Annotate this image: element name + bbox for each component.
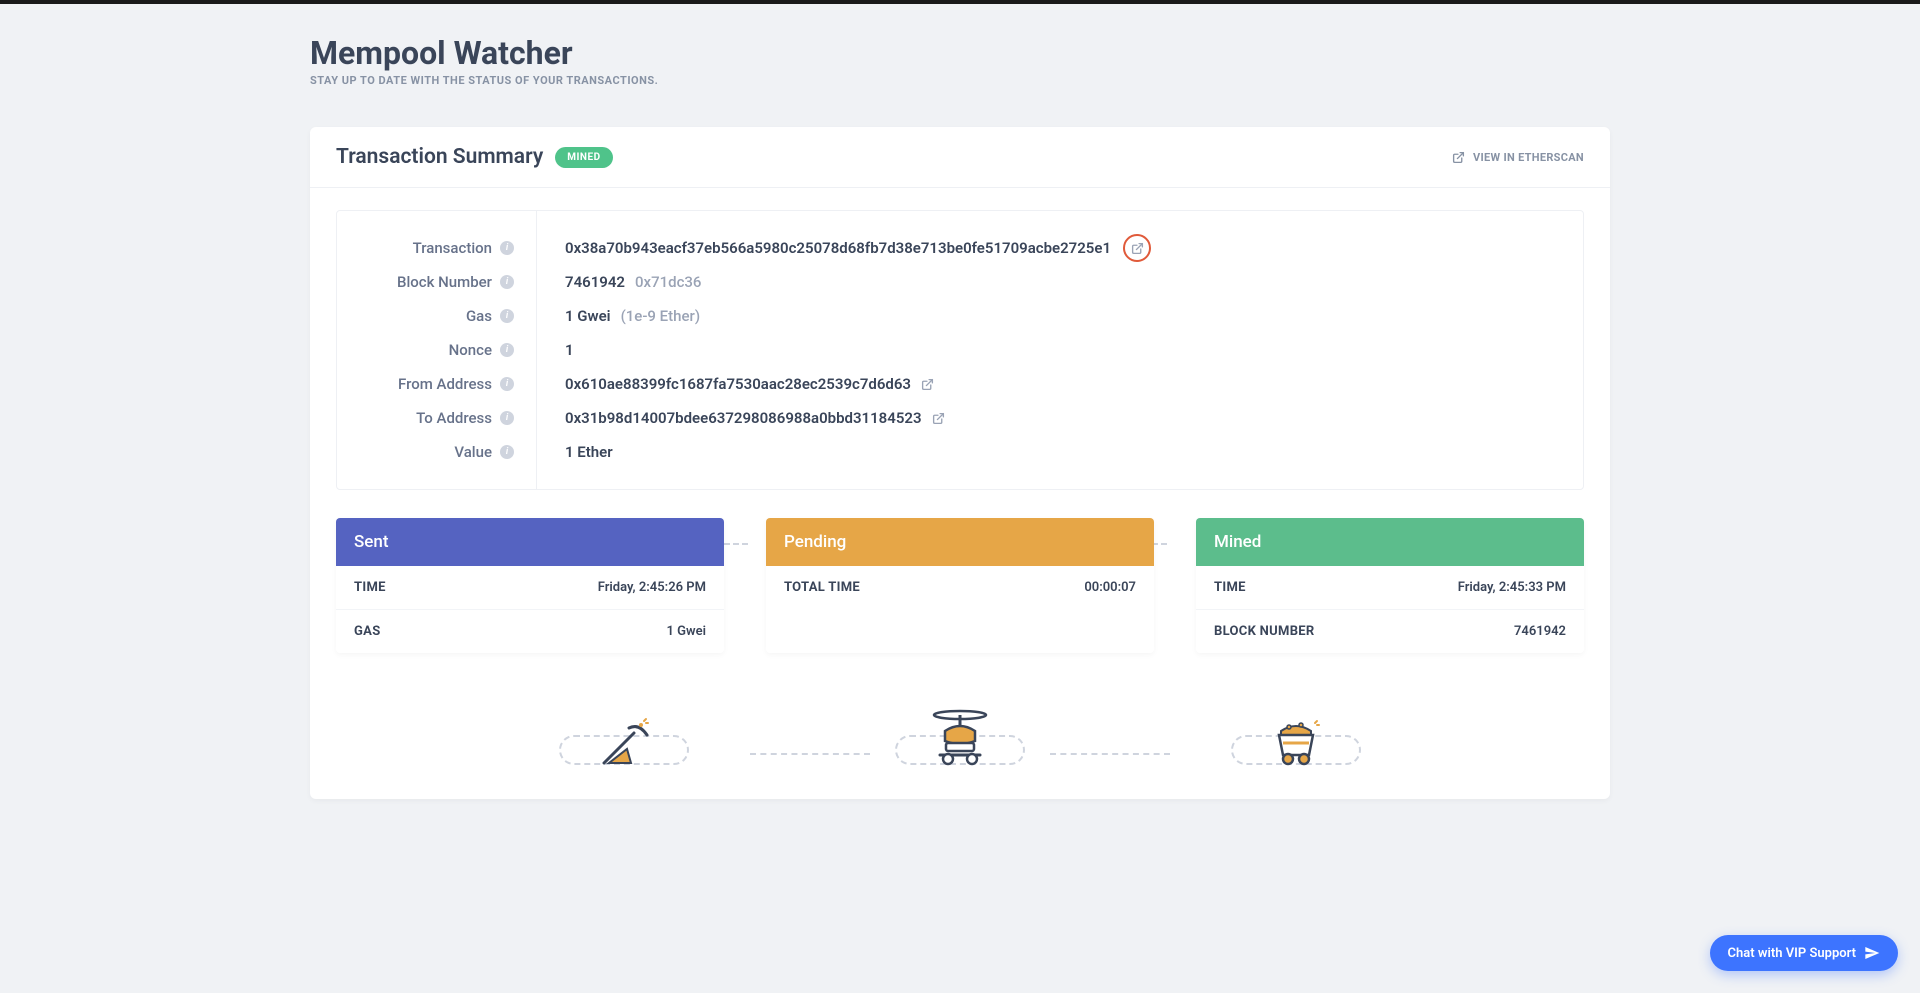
value-block-number: 7461942 0x71dc36: [565, 265, 1555, 299]
info-icon[interactable]: [500, 343, 514, 357]
detail-labels-column: Transaction Block Number Gas Nonce From …: [337, 211, 537, 489]
view-in-etherscan-link[interactable]: VIEW IN ETHERSCAN: [1452, 151, 1584, 164]
status-row: GAS 1 Gwei: [336, 609, 724, 653]
highlight-circle: [1123, 234, 1151, 262]
status-value: 1 Gwei: [667, 624, 707, 639]
status-card-pending: Pending TOTAL TIME 00:00:07: [766, 518, 1154, 653]
status-card-header: Sent: [336, 518, 724, 566]
external-link-icon[interactable]: [932, 412, 945, 425]
status-value: Friday, 2:45:26 PM: [598, 580, 706, 595]
label-gas: Gas: [359, 299, 514, 333]
status-value: Friday, 2:45:33 PM: [1458, 580, 1566, 595]
status-row: TOTAL TIME 00:00:07: [766, 566, 1154, 609]
status-card-header: Pending: [766, 518, 1154, 566]
status-value: 7461942: [1514, 624, 1566, 639]
status-card-mined: Mined TIME Friday, 2:45:33 PM BLOCK NUMB…: [1196, 518, 1584, 653]
value-from-address: 0x610ae88399fc1687fa7530aac28ec2539c7d6d…: [565, 367, 1555, 401]
status-key: TIME: [354, 580, 386, 595]
page-title: Mempool Watcher: [310, 34, 1610, 72]
helicopter-cart-icon: [895, 693, 1025, 773]
info-icon[interactable]: [500, 411, 514, 425]
value-value: 1 Ether: [565, 435, 1555, 469]
info-icon[interactable]: [500, 275, 514, 289]
info-icon[interactable]: [500, 309, 514, 323]
transaction-details-panel: Transaction Block Number Gas Nonce From …: [336, 210, 1584, 490]
label-from-address: From Address: [359, 367, 514, 401]
external-link-icon[interactable]: [1131, 242, 1144, 255]
status-card-body: TIME Friday, 2:45:33 PM BLOCK NUMBER 746…: [1196, 566, 1584, 653]
status-card-body: TIME Friday, 2:45:26 PM GAS 1 Gwei: [336, 566, 724, 653]
card-body: Transaction Block Number Gas Nonce From …: [310, 188, 1610, 799]
detail-values-column: 0x38a70b943eacf37eb566a5980c25078d68fb7d…: [537, 211, 1583, 489]
status-badge: MINED: [555, 147, 612, 168]
status-cards-row: Sent TIME Friday, 2:45:26 PM GAS 1 Gwei …: [336, 518, 1584, 653]
etherscan-link-label: VIEW IN ETHERSCAN: [1473, 151, 1584, 164]
value-transaction: 0x38a70b943eacf37eb566a5980c25078d68fb7d…: [565, 231, 1555, 265]
send-icon: [1864, 945, 1880, 961]
page-header: Mempool Watcher STAY UP TO DATE WITH THE…: [310, 34, 1610, 87]
page-subtitle: STAY UP TO DATE WITH THE STATUS OF YOUR …: [310, 74, 1610, 87]
label-nonce: Nonce: [359, 333, 514, 367]
status-row: BLOCK NUMBER 7461942: [1196, 609, 1584, 653]
status-key: BLOCK NUMBER: [1214, 624, 1315, 639]
status-value: 00:00:07: [1084, 580, 1136, 595]
card-title: Transaction Summary: [336, 145, 543, 169]
chat-support-button[interactable]: Chat with VIP Support: [1710, 935, 1898, 971]
label-transaction: Transaction: [359, 231, 514, 265]
status-row: TIME Friday, 2:45:26 PM: [336, 566, 724, 609]
label-to-address: To Address: [359, 401, 514, 435]
label-block-number: Block Number: [359, 265, 514, 299]
label-value: Value: [359, 435, 514, 469]
status-card-header: Mined: [1196, 518, 1584, 566]
status-key: TOTAL TIME: [784, 580, 860, 595]
mine-cart-icon: [1231, 693, 1361, 773]
value-gas: 1 Gwei (1e-9 Ether): [565, 299, 1555, 333]
value-to-address: 0x31b98d14007bdee637298086988a0bbd311845…: [565, 401, 1555, 435]
info-icon[interactable]: [500, 241, 514, 255]
card-header-left: Transaction Summary MINED: [336, 145, 613, 169]
chat-button-label: Chat with VIP Support: [1728, 946, 1856, 961]
status-key: GAS: [354, 624, 381, 639]
external-link-icon: [1452, 151, 1465, 164]
card-header: Transaction Summary MINED VIEW IN ETHERS…: [310, 127, 1610, 188]
info-icon[interactable]: [500, 445, 514, 459]
transaction-summary-card: Transaction Summary MINED VIEW IN ETHERS…: [310, 127, 1610, 799]
illustrations-row: [336, 693, 1584, 773]
status-key: TIME: [1214, 580, 1246, 595]
external-link-icon[interactable]: [921, 378, 934, 391]
status-row: TIME Friday, 2:45:33 PM: [1196, 566, 1584, 609]
value-nonce: 1: [565, 333, 1555, 367]
page-container: Mempool Watcher STAY UP TO DATE WITH THE…: [280, 4, 1640, 829]
mining-pickaxe-icon: [559, 693, 689, 773]
status-card-sent: Sent TIME Friday, 2:45:26 PM GAS 1 Gwei: [336, 518, 724, 653]
status-card-body: TOTAL TIME 00:00:07: [766, 566, 1154, 609]
info-icon[interactable]: [500, 377, 514, 391]
